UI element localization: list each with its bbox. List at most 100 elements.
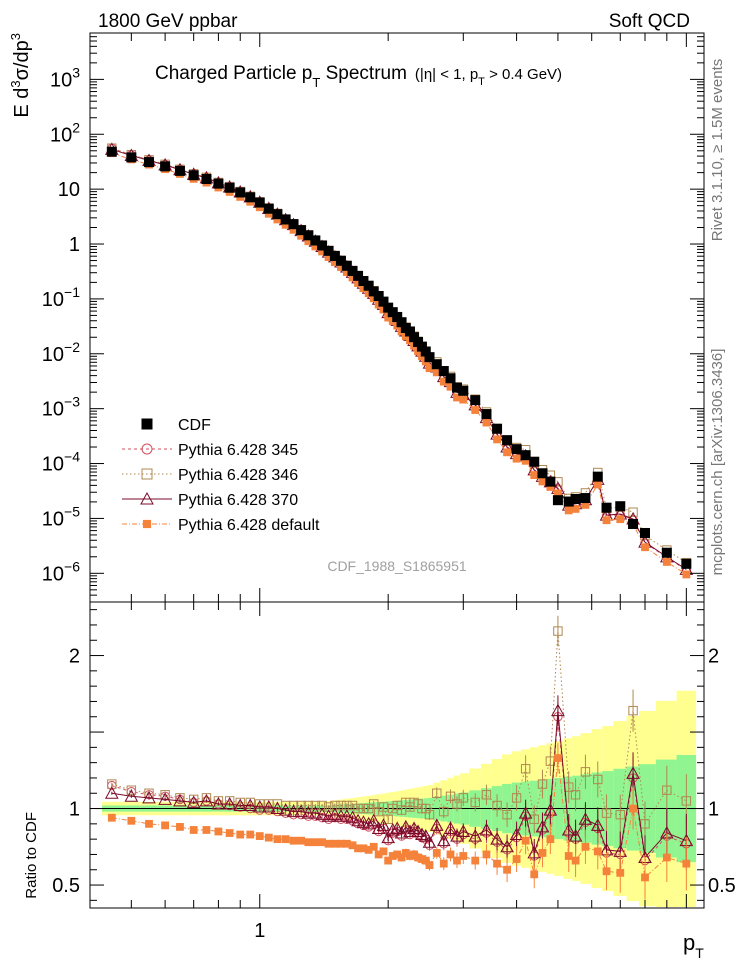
- legend: CDF Pythia 6.428 345 Pythia 6.428 346 Pythi…: [122, 417, 320, 534]
- series-marker-lower: [398, 819, 413, 833]
- series-marker-lower: [379, 847, 388, 856]
- spectrum-series: [104, 142, 694, 579]
- series-marker-lower: [490, 832, 504, 845]
- series-marker-upper: [616, 515, 625, 524]
- series-marker-lower: [225, 829, 234, 837]
- series-marker-upper: [602, 516, 611, 525]
- cdf-data-point: [511, 444, 522, 455]
- cdf-data-point: [280, 214, 291, 225]
- series-marker-lower: [158, 792, 172, 805]
- series-marker-upper: [530, 471, 539, 480]
- series-marker-lower: [384, 856, 393, 865]
- series-marker-lower: [626, 766, 640, 779]
- legend-marker: [141, 418, 153, 430]
- cdf-data-point: [317, 240, 328, 251]
- series-marker-lower: [222, 796, 237, 810]
- series-marker-lower: [104, 786, 119, 799]
- series-marker-lower: [347, 800, 358, 811]
- legend-marker: [140, 491, 154, 505]
- cdf-data-point: [347, 265, 358, 276]
- series-marker-lower: [554, 754, 562, 762]
- y-tick-label-upper: 10−6: [42, 558, 80, 585]
- series-marker-lower: [530, 870, 539, 879]
- cdf-data-point: [470, 395, 481, 406]
- series-marker-lower: [278, 803, 293, 816]
- series-marker-lower: [601, 808, 612, 818]
- series-marker-lower: [641, 873, 649, 882]
- series-marker-lower: [518, 806, 533, 819]
- series-marker-lower: [429, 818, 444, 831]
- series-marker-lower: [521, 836, 530, 845]
- cdf-data-point: [628, 518, 639, 529]
- series-marker-upper: [538, 477, 547, 486]
- series-marker-lower: [439, 859, 448, 868]
- series-marker-lower: [202, 826, 211, 834]
- series-marker-upper: [564, 506, 573, 515]
- series-marker-lower: [304, 838, 313, 847]
- series-marker-lower: [520, 764, 531, 774]
- series-marker-lower: [126, 785, 137, 795]
- cdf-data-point: [452, 382, 463, 393]
- series-marker-lower: [328, 807, 342, 821]
- series-marker-lower: [358, 803, 369, 814]
- series-marker-lower: [551, 703, 565, 717]
- series-marker-lower: [470, 797, 480, 808]
- series-marker-lower: [471, 856, 480, 865]
- legend-marker: [141, 443, 153, 455]
- ratio-series: [104, 615, 694, 900]
- cdf-data-point: [424, 352, 435, 363]
- y-tick-label-upper: 10−2: [42, 339, 80, 366]
- y-tick-label-upper: 103: [50, 64, 80, 91]
- series-marker-lower: [385, 822, 400, 836]
- series-marker-lower: [593, 774, 603, 785]
- series-marker-lower: [500, 839, 514, 853]
- series-marker-upper: [503, 448, 511, 457]
- series-marker-lower: [318, 838, 326, 847]
- series-marker-lower: [662, 853, 671, 862]
- series-marker-lower: [502, 809, 512, 820]
- y-tick-label-lower-left: 2: [69, 646, 80, 668]
- cdf-data-point: [160, 161, 171, 172]
- legend-label: Pythia 6.428 346: [178, 467, 298, 484]
- series-marker-lower: [503, 865, 511, 874]
- y-tick-label-upper: 10−4: [42, 449, 80, 476]
- series-marker-lower: [142, 790, 156, 804]
- series-marker-upper: [662, 558, 671, 566]
- series-marker-lower: [381, 830, 396, 844]
- cdf-data-point: [329, 250, 340, 261]
- side-label-top: Rivet 3.1.10, ≥ 1.5M events: [709, 59, 726, 242]
- series-marker-lower: [568, 829, 583, 842]
- series-marker-lower: [529, 814, 539, 824]
- cdf-data-point: [492, 423, 503, 434]
- series-marker-lower: [199, 793, 214, 807]
- cdf-data-point: [563, 496, 574, 507]
- cdf-data-point: [106, 146, 117, 157]
- series-marker-lower: [394, 825, 409, 839]
- series-marker-lower: [459, 852, 468, 860]
- side-label-bottom: mcplots.cern.ch [arXiv:1306.3436]: [709, 349, 726, 576]
- series-marker-lower: [289, 836, 298, 845]
- series-marker-lower: [378, 802, 389, 812]
- series-marker-lower: [311, 838, 320, 847]
- chart-title: Charged Particle pT Spectrum (|η| < 1, pT…: [155, 63, 562, 90]
- series-marker-lower: [270, 801, 285, 815]
- series-marker-lower: [662, 785, 672, 795]
- series-marker-lower: [288, 800, 299, 811]
- cdf-data-point: [323, 245, 334, 256]
- series-marker-lower: [324, 839, 333, 848]
- series-marker-lower: [281, 835, 290, 844]
- series-marker-lower: [255, 832, 264, 840]
- y-tick-label-upper: 1: [69, 234, 80, 256]
- cdf-data-point: [438, 366, 449, 377]
- legend-marker: [142, 519, 152, 529]
- series-marker-lower: [629, 804, 637, 813]
- cdf-data-point: [288, 219, 299, 230]
- y-tick-label-lower-left: 1: [69, 799, 80, 821]
- series-marker-lower: [681, 796, 692, 806]
- series-marker-lower: [538, 849, 547, 857]
- series-marker-lower: [273, 835, 282, 844]
- legend-label: CDF: [178, 417, 211, 434]
- series-marker-upper: [682, 570, 691, 579]
